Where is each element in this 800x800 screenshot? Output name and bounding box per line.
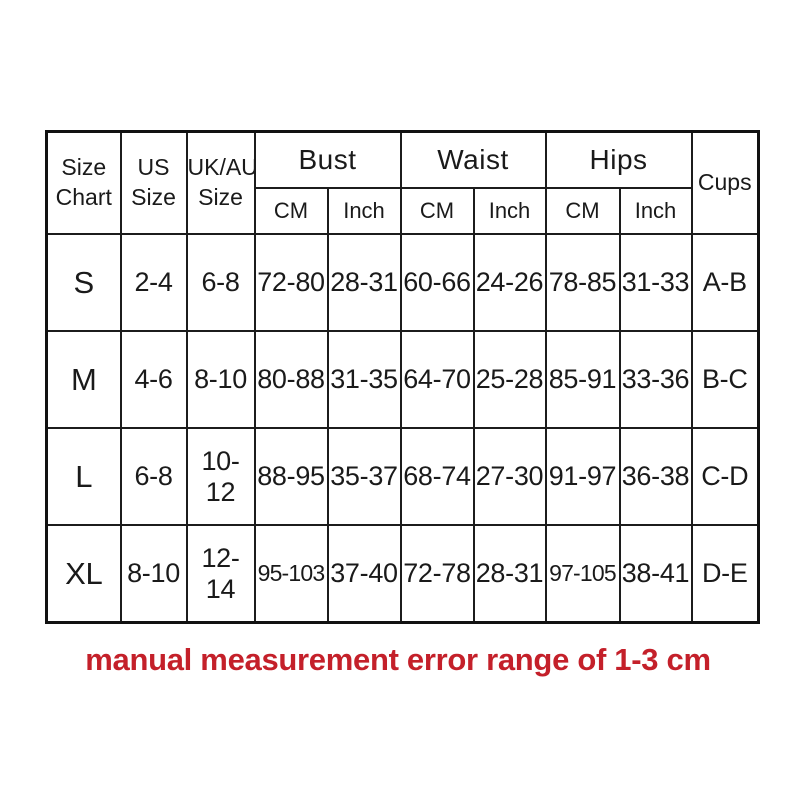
us-size-value: 6-8 — [119, 427, 188, 526]
header-row-groups: Size Chart US Size UK/AU Size Bust Waist… — [45, 130, 760, 235]
hips-cm-value: 85-91 — [544, 330, 621, 429]
ukau-size-value: 8-10 — [185, 330, 256, 429]
header-us-size: US Size — [119, 130, 188, 235]
waist-inch-value: 28-31 — [472, 524, 547, 624]
hips-cm-value: 78-85 — [544, 233, 621, 332]
waist-cm-value: 64-70 — [399, 330, 475, 429]
bust-cm-value: 88-95 — [253, 427, 329, 526]
cups-value: B-C — [690, 330, 760, 429]
ukau-size-value: 10-12 — [185, 427, 256, 526]
header-size-chart: Size Chart — [45, 130, 122, 235]
us-size-value: 2-4 — [119, 233, 188, 332]
size-label: XL — [45, 524, 122, 624]
hips-inch-value: 31-33 — [618, 233, 693, 332]
footnote: manual measurement error range of 1-3 cm — [85, 642, 711, 677]
bust-cm-value: 72-80 — [253, 233, 329, 332]
ukau-size-value: 12-14 — [185, 524, 256, 624]
us-size-value: 8-10 — [119, 524, 188, 624]
bust-inch-value: 31-35 — [326, 330, 402, 429]
header-waist: Waist — [399, 130, 547, 189]
bust-cm-value: 95-103 — [253, 524, 329, 624]
table-row-s: S 2-4 6-8 72-80 28-31 60-66 24-26 78-85 … — [45, 233, 760, 332]
bust-inch-value: 35-37 — [326, 427, 402, 526]
header-waist-inch: Inch — [472, 187, 547, 235]
bust-inch-value: 28-31 — [326, 233, 402, 332]
size-label: M — [45, 330, 122, 429]
size-label: L — [45, 427, 122, 526]
waist-cm-value: 72-78 — [399, 524, 475, 624]
waist-inch-value: 25-28 — [472, 330, 547, 429]
header-bust-inch: Inch — [326, 187, 402, 235]
hips-cm-value: 91-97 — [544, 427, 621, 526]
size-chart-table: Size Chart US Size UK/AU Size Bust Waist… — [45, 130, 761, 624]
waist-inch-value: 27-30 — [472, 427, 547, 526]
header-bust: Bust — [253, 130, 402, 189]
header-cups: Cups — [690, 130, 760, 235]
us-size-value: 4-6 — [119, 330, 188, 429]
table-row-m: M 4-6 8-10 80-88 31-35 64-70 25-28 85-91… — [45, 330, 760, 429]
size-label: S — [45, 233, 122, 332]
cups-value: D-E — [690, 524, 760, 624]
hips-inch-value: 36-38 — [618, 427, 693, 526]
header-bust-cm: CM — [253, 187, 329, 235]
header-hips-cm: CM — [544, 187, 621, 235]
bust-cm-value: 80-88 — [253, 330, 329, 429]
hips-inch-value: 38-41 — [618, 524, 693, 624]
bust-inch-value: 37-40 — [326, 524, 402, 624]
waist-cm-value: 60-66 — [399, 233, 475, 332]
cups-value: C-D — [690, 427, 760, 526]
waist-inch-value: 24-26 — [472, 233, 547, 332]
table-row-l: L 6-8 10-12 88-95 35-37 68-74 27-30 91-9… — [45, 427, 760, 526]
header-hips: Hips — [544, 130, 693, 189]
header-row-units: CM Inch CM Inch CM Inch — [47, 187, 759, 235]
ukau-size-value: 6-8 — [185, 233, 256, 332]
hips-inch-value: 33-36 — [618, 330, 693, 429]
hips-cm-value: 97-105 — [544, 524, 621, 624]
header-waist-cm: CM — [399, 187, 475, 235]
waist-cm-value: 68-74 — [399, 427, 475, 526]
table-row-xl: XL 8-10 12-14 95-103 37-40 72-78 28-31 9… — [45, 524, 760, 624]
header-ukau-size: UK/AU Size — [185, 130, 256, 235]
cups-value: A-B — [690, 233, 760, 332]
header-hips-inch: Inch — [618, 187, 693, 235]
